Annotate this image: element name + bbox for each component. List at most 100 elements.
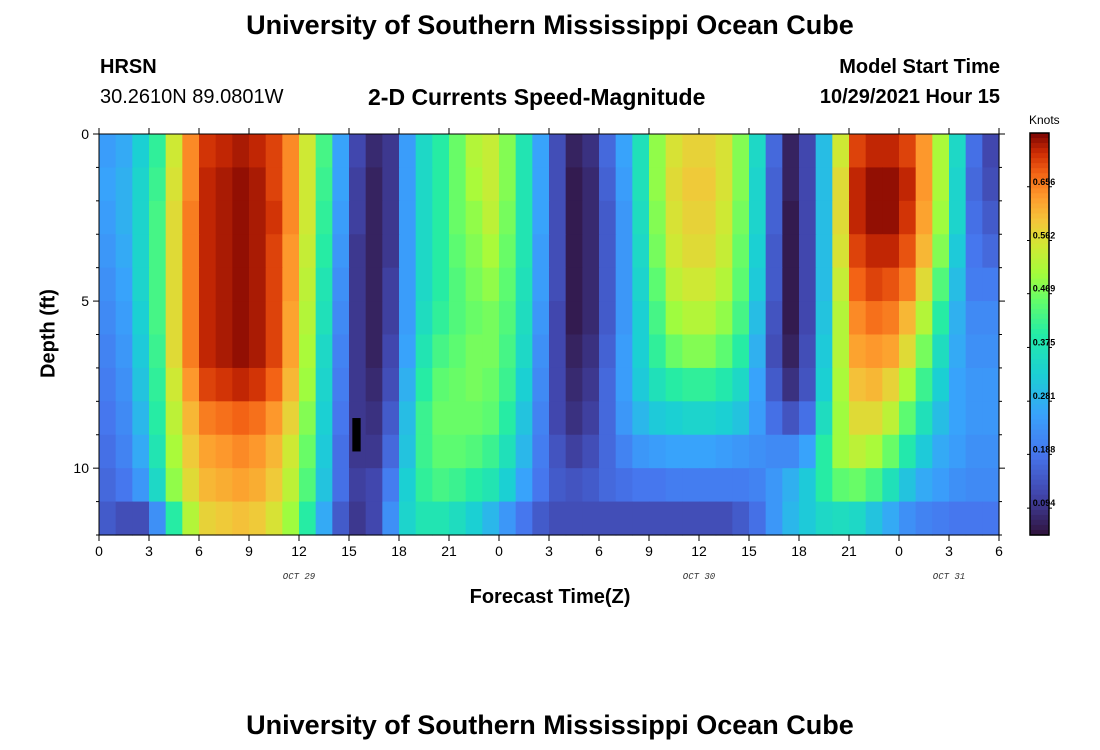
heatmap-cell (149, 501, 167, 536)
heatmap-cell (882, 167, 900, 202)
colorbar-segment (1030, 308, 1049, 315)
x-tick-label: 12 (291, 543, 307, 559)
heatmap-cell (882, 234, 900, 269)
heatmap-cell (949, 468, 967, 503)
heatmap-cell (265, 301, 283, 336)
heatmap-cell (215, 301, 233, 336)
heatmap-cell (782, 501, 800, 536)
heatmap-cell (582, 267, 600, 302)
heatmap-cell (932, 167, 950, 202)
heatmap-cell (849, 200, 867, 235)
heatmap-cell (715, 401, 733, 436)
heatmap-cell (115, 301, 133, 336)
heatmap-cell (699, 468, 717, 503)
heatmap-cell (849, 234, 867, 269)
heatmap-cell (365, 234, 383, 269)
heatmap-cell (415, 401, 433, 436)
colorbar-segment (1030, 213, 1049, 220)
heatmap-cell (799, 134, 817, 169)
colorbar-segment (1030, 419, 1049, 426)
colorbar-tick-label: 0.188 (1033, 444, 1056, 454)
heatmap-cell (499, 401, 517, 436)
heatmap-cell (99, 434, 117, 469)
heatmap-cell (532, 401, 550, 436)
heatmap-cell (932, 267, 950, 302)
heatmap-cell (765, 367, 783, 402)
heatmap-cell (182, 167, 200, 202)
heatmap-cell (682, 334, 700, 369)
heatmap-cell (299, 167, 317, 202)
heatmap-cell (399, 501, 417, 536)
colorbar-segment (1030, 193, 1049, 199)
heatmap-cell (832, 367, 850, 402)
heatmap-cell (282, 401, 300, 436)
heatmap-cell (715, 234, 733, 269)
heatmap-cell (482, 401, 500, 436)
heatmap-cell (199, 401, 217, 436)
heatmap-cell (632, 401, 650, 436)
colorbar-segment (1030, 253, 1049, 260)
heatmap-cell (449, 301, 467, 336)
heatmap-cell (665, 401, 683, 436)
heatmap-cell (449, 367, 467, 402)
heatmap-cell (949, 401, 967, 436)
heatmap-cell (249, 134, 267, 169)
heatmap-cell (549, 167, 567, 202)
colorbar-segment (1030, 484, 1049, 491)
heatmap-cell (415, 134, 433, 169)
colorbar-segment (1030, 364, 1049, 370)
heatmap-cell (299, 367, 317, 402)
colorbar-segment (1030, 449, 1049, 456)
heatmap-cell (382, 401, 400, 436)
colorbar-segment (1030, 424, 1049, 431)
heatmap-cell (865, 334, 883, 369)
station-coordinates: 30.2610N 89.0801W (100, 86, 284, 108)
heatmap-cell (215, 401, 233, 436)
colorbar-segment (1030, 248, 1049, 255)
heatmap-cell (432, 200, 450, 235)
heatmap-cell (632, 301, 650, 336)
heatmap-cell (965, 401, 983, 436)
heatmap-cell (649, 301, 667, 336)
heatmap-cell (965, 367, 983, 402)
heatmap-cell (732, 401, 750, 436)
heatmap-cell (582, 401, 600, 436)
heatmap-cell (782, 167, 800, 202)
heatmap-cell (232, 501, 250, 536)
heatmap-cell (532, 434, 550, 469)
heatmap-cell (949, 200, 967, 235)
heatmap-cell (432, 334, 450, 369)
footer-title: University of Southern Mississippi Ocean… (246, 710, 854, 740)
heatmap-cell (382, 301, 400, 336)
heatmap-cell (699, 134, 717, 169)
heatmap-cell (499, 234, 517, 269)
heatmap-cell (632, 167, 650, 202)
heatmap-cell (565, 267, 583, 302)
heatmap-cell (299, 468, 317, 503)
heatmap-cell (615, 501, 633, 536)
heatmap-cell (665, 434, 683, 469)
heatmap-cell (515, 468, 533, 503)
heatmap-cell (815, 301, 833, 336)
model-start-time: 10/29/2021 Hour 15 (819, 86, 1000, 108)
heatmap-cell (882, 501, 900, 536)
heatmap-cell (865, 501, 883, 536)
heatmap-cell (299, 401, 317, 436)
heatmap-cell (482, 267, 500, 302)
heatmap-cell (215, 134, 233, 169)
heatmap-cell (832, 134, 850, 169)
heatmap-cell (365, 167, 383, 202)
heatmap-cell (415, 468, 433, 503)
heatmap-cell (199, 468, 217, 503)
heatmap-cell (382, 167, 400, 202)
heatmap-cell (149, 167, 167, 202)
heatmap-cell (315, 234, 333, 269)
heatmap-cell (582, 367, 600, 402)
heatmap-cell (699, 267, 717, 302)
heatmap-cell (665, 200, 683, 235)
heatmap-cell (815, 134, 833, 169)
heatmap-cell (665, 267, 683, 302)
heatmap-cell (399, 401, 417, 436)
heatmap-cell (915, 501, 933, 536)
heatmap-cell (865, 367, 883, 402)
